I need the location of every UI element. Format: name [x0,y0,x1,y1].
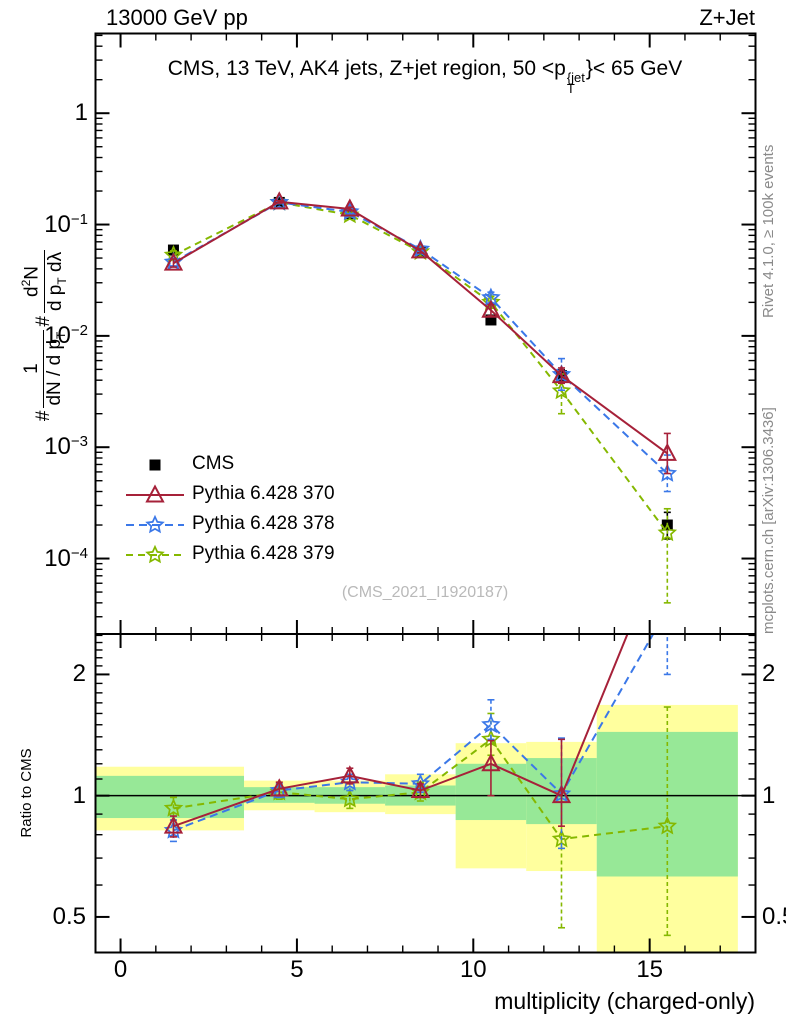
marker-open-star [657,815,678,835]
marker-open-star [145,514,165,534]
marker-open-triangle [145,484,165,503]
band-stat-uncertainty [596,731,738,877]
main-y-tick-label: 1 [74,99,88,127]
marker-open-star [551,380,572,400]
marker-square [167,244,179,256]
marker-open-triangle [551,364,572,384]
marker-open-triangle [340,765,360,784]
marker-open-star [145,544,165,564]
uncertainty-bands [95,704,738,952]
title-suffix: }< 65 GeV [585,57,683,80]
ratio-panel-frame [94,633,757,954]
ylabel-hash-1: # [33,410,54,422]
ratio-tick-label-left-1: 1 [72,781,86,809]
title-superscript: {jet [566,70,585,85]
title-subscript: T [566,81,575,96]
marker-open-triangle [481,753,501,772]
legend [126,459,184,564]
panel-title: CMS, 13 TeV, AK4 jets, Z+jet region, 50 … [95,57,755,96]
ylabel-frac2-numerator: d2N [19,265,43,297]
marker-open-star [481,714,501,734]
marker-open-star [551,828,572,848]
main-panel-series [163,191,678,604]
marker-open-triangle [269,191,289,210]
marker-square [149,459,161,471]
marker-square [485,314,497,326]
marker-open-star [657,463,678,482]
process-label: Z+Jet [699,5,755,30]
marker-open-triangle [163,252,184,271]
main-y-tick-label: 10−2 [44,321,88,349]
marker-open-star [657,522,678,542]
legend-label-2: Pythia 6.428 370 [192,483,335,504]
x-tick-label-5: 5 [290,956,304,983]
analysis-watermark: (CMS_2021_I1920187) [341,584,509,601]
marker-open-triangle [410,240,431,259]
ylabel-fraction-2: d2N d pT dλ [19,249,69,314]
legend-label-1: CMS [192,453,235,474]
x-tick-label-0: 0 [113,956,128,983]
title-prefix: CMS, 13 TeV, AK4 jets, Z+jet region, 50 … [167,57,566,80]
ratio-tick-label-right-2: 2 [762,660,776,688]
x-tick-label-15: 15 [636,956,664,983]
marker-open-triangle [163,815,184,834]
ratio-panel-series [163,634,678,937]
marker-open-star [163,798,184,817]
legend-label-4: Pythia 6.428 379 [192,543,335,564]
main-y-tick-label: 10−3 [44,433,88,461]
ylabel-frac2-denominator: d pT dλ [43,249,69,314]
marker-open-triangle [481,299,501,318]
pt-jet-stack: {jet T [566,70,585,96]
main-y-tick-label: 10−1 [44,210,88,238]
ratio-tick-label-left-2: 2 [72,660,86,688]
marker-open-star [339,788,360,808]
marker-open-triangle [340,198,360,217]
marker-open-triangle [269,778,289,797]
x-axis-label: multiplicity (charged-only) [494,988,755,1014]
marker-open-triangle [551,785,572,804]
beam-label: 13000 GeV pp [106,5,248,30]
rivet-version-label: Rivet 4.1.0, ≥ 100k events [759,144,777,318]
marker-open-triangle [410,779,431,799]
marker-open-triangle [657,442,677,461]
marker-open-star [269,192,290,211]
ratio-tick-label-left-0.5: 0.5 [52,902,86,930]
ratio-tick-label-right-1: 1 [762,781,776,809]
ratio-tick-label-right-0.5: 0.5 [762,902,786,930]
mcplots-credit-label: mcplots.cern.ch [arXiv:1306.3436] [759,407,777,634]
x-tick-label-10: 10 [459,956,487,983]
legend-label-3: Pythia 6.428 378 [192,513,335,534]
ylabel-frac1-numerator: 1 [20,363,42,374]
main-y-tick-label: 10−4 [44,544,88,572]
